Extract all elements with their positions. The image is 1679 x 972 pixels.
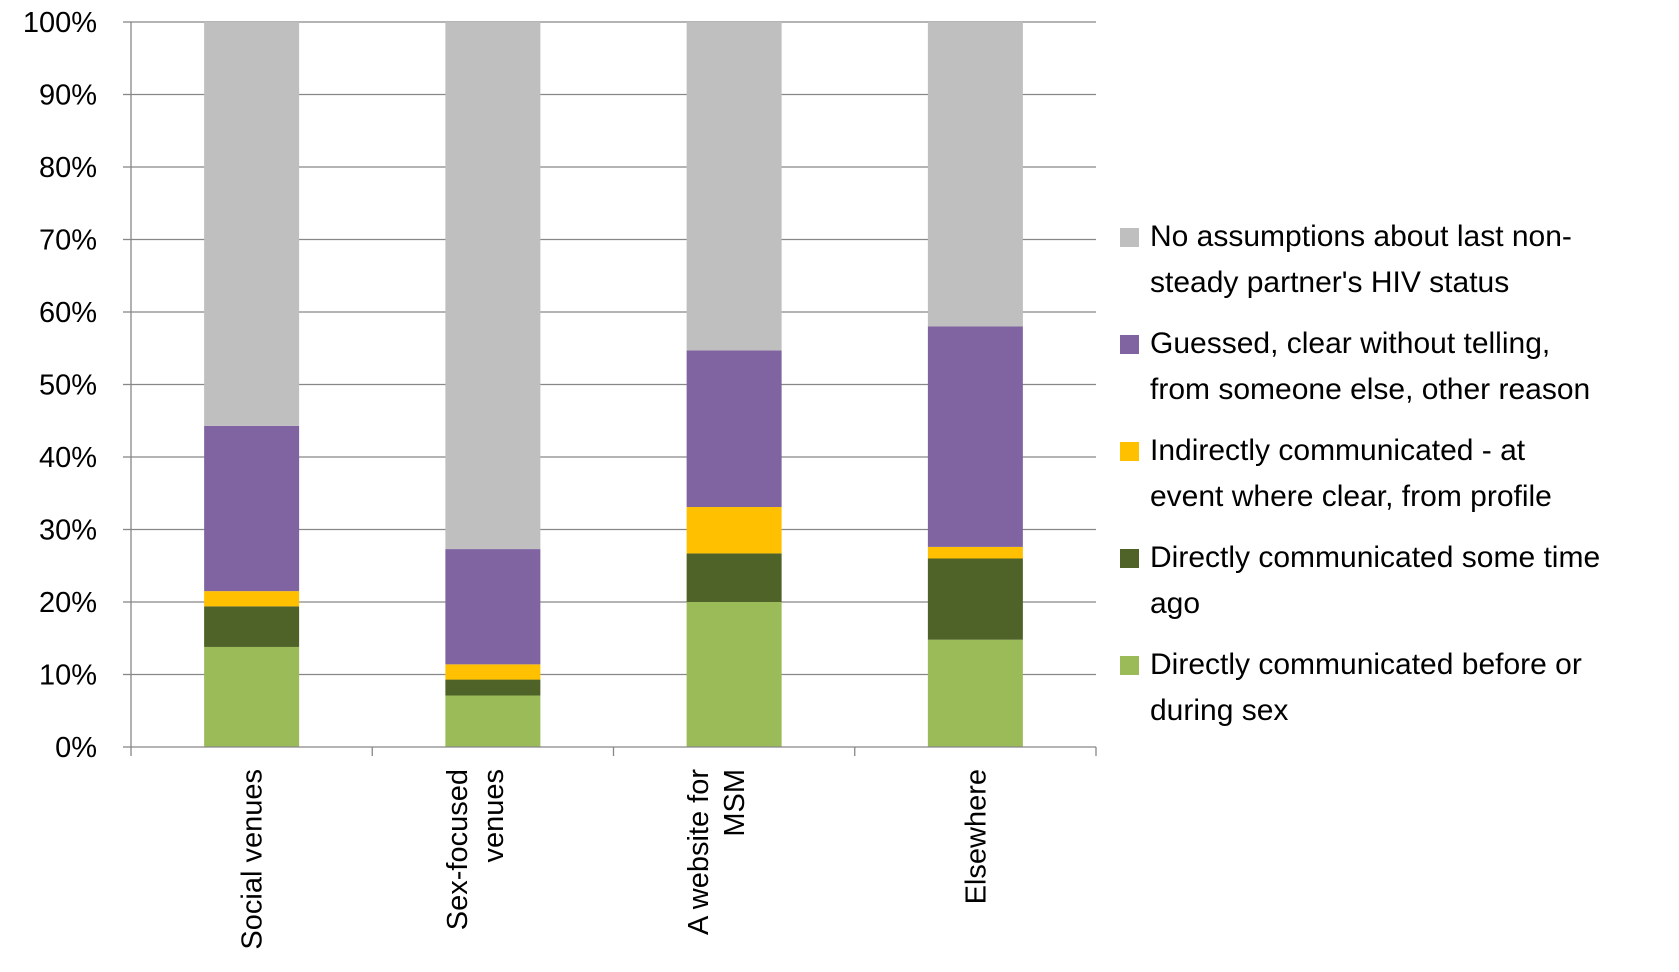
x-category-label: A website for MSM [683,769,751,935]
legend-item: Indirectly communicated - at event where … [1120,428,1675,520]
bar-segment [204,606,300,647]
bar-segment [445,679,541,696]
legend-swatch [1120,335,1139,354]
legend-swatch [1120,549,1139,568]
bar-segment [686,602,782,747]
bar-segment [445,695,541,747]
y-axis-tick-labels: 0% 10% 20% 30% 40% 50% 60% 70% 80% 90% 100% [23,7,97,764]
bar-segment [927,546,1023,559]
legend-label-line: steady partner's HIV status [1150,266,1510,299]
bar-segment [927,639,1023,747]
y-tick-label: 50% [39,370,97,402]
x-axis-category-labels: Social venues Sex-focused venues A website … [237,769,993,950]
bar-segment [445,664,541,680]
bar-segment [686,507,782,554]
bar-segment [686,553,782,602]
y-tick-label: 0% [55,732,97,764]
legend-swatch [1120,228,1139,247]
legend-swatch [1120,442,1139,461]
legend-item: Directly communicated before or during se… [1120,642,1675,734]
legend-label-line: Guessed, clear without telling, [1150,327,1551,360]
bar-segment [927,558,1023,640]
y-tick-label: 80% [39,152,97,184]
bar-segment [204,425,300,592]
y-tick-label: 70% [39,225,97,257]
x-category-label: Elsewhere [960,769,992,904]
legend-label-line: from someone else, other reason [1150,373,1591,406]
bar-stacks [204,22,1023,747]
legend-swatch [1120,656,1139,675]
chart-legend: No assumptions about last non-steady par… [1120,214,1675,749]
bar-segment [445,22,541,550]
legend-label-line: No assumptions about last non- [1150,220,1572,253]
legend-item: Directly communicated some time ago [1120,535,1675,627]
legend-item: Guessed, clear without telling, from some… [1120,321,1675,413]
legend-label-line: ago [1150,587,1201,620]
legend-label-line: Directly communicated before or [1150,648,1582,681]
y-tick-label: 90% [39,80,97,112]
y-tick-label: 30% [39,515,97,547]
bar-segment [686,22,782,351]
legend-label-line: Indirectly communicated - at [1150,434,1526,467]
legend-label-line: event where clear, from profile [1150,480,1552,513]
legend-item: No assumptions about last non-steady par… [1120,214,1675,306]
y-tick-label: 20% [39,587,97,619]
y-tick-label: 10% [39,660,97,692]
y-tick-label: 60% [39,297,97,329]
bar-segment [927,22,1023,327]
bar-segment [445,549,541,665]
x-category-label: Social venues [237,769,269,950]
y-tick-label: 100% [23,7,97,39]
bar-segment [686,350,782,508]
axes [123,21,1097,756]
bar-segment [204,591,300,607]
y-tick-label: 40% [39,442,97,474]
legend-label-line: during sex [1150,694,1289,727]
bar-segment [927,326,1023,547]
x-category-label: Sex-focused venues [442,769,510,930]
bar-segment [204,646,300,747]
legend-label-line: Directly communicated some time [1150,541,1601,574]
bar-segment [204,22,300,426]
